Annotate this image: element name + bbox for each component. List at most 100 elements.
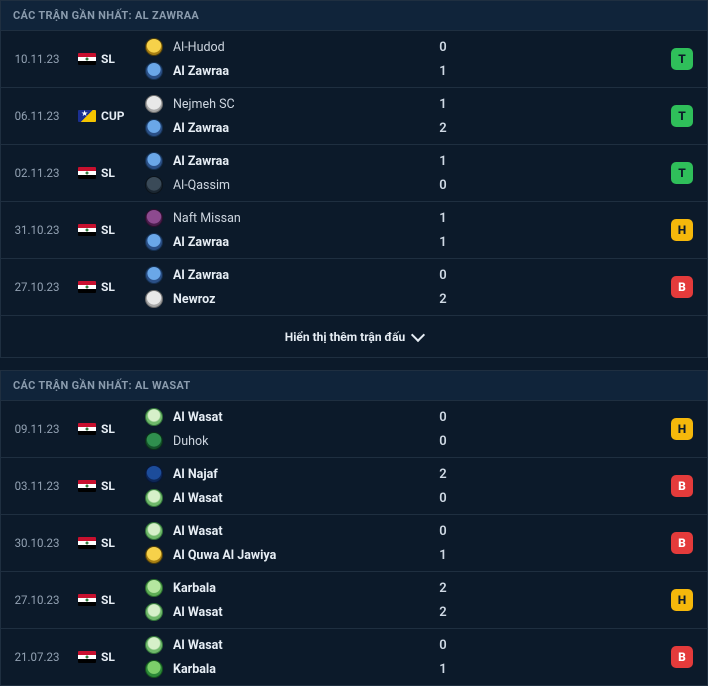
team-badge-icon (145, 579, 163, 597)
spacer (467, 401, 657, 457)
flag-icon (78, 480, 96, 492)
competition-flag (73, 458, 101, 514)
match-row[interactable]: 10.11.23SLAl-HudodAl Zawraa01T (1, 31, 707, 88)
score-value: 0 (439, 519, 446, 543)
match-date: 03.11.23 (1, 458, 73, 514)
spacer (467, 202, 657, 258)
result-chip: H (671, 589, 693, 611)
competition-flag (73, 31, 101, 87)
recent-matches-section: CÁC TRẬN GẦN NHẤT: AL ZAWRAA10.11.23SLAl… (0, 0, 708, 358)
score-value: 0 (439, 429, 446, 453)
team-name: Al Wasat (173, 524, 419, 539)
flag-icon (78, 537, 96, 549)
team-name: Al Wasat (173, 410, 419, 425)
competition-code: SL (101, 629, 145, 685)
team-badge-icon (145, 636, 163, 654)
team-name: Al-Qassim (173, 178, 419, 193)
team-name: Al Zawraa (173, 64, 419, 79)
team-name: Al Zawraa (173, 235, 419, 250)
team-badge-icon (145, 546, 163, 564)
score-value: 2 (439, 576, 446, 600)
match-row[interactable]: 31.10.23SLNaft MissanAl Zawraa11H (1, 202, 707, 259)
flag-icon (78, 53, 96, 65)
competition-flag (73, 401, 101, 457)
match-row[interactable]: 03.11.23SLAl NajafAl Wasat20B (1, 458, 707, 515)
show-more-label: Hiển thị thêm trận đấu (285, 330, 406, 344)
teams-column: Al Zawraa Newroz (145, 259, 419, 315)
match-date: 30.10.23 (1, 515, 73, 571)
result-chip: T (671, 105, 693, 127)
team-badge-icon (145, 465, 163, 483)
team-name: Duhok (173, 434, 419, 449)
match-row[interactable]: 02.11.23SLAl ZawraaAl-Qassim10T (1, 145, 707, 202)
team-badge-icon (145, 233, 163, 251)
team-name: Al Zawraa (173, 268, 419, 283)
team-badge-icon (145, 489, 163, 507)
section-header: CÁC TRẬN GẦN NHẤT: AL WASAT (1, 371, 707, 401)
match-date: 27.10.23 (1, 572, 73, 628)
team-badge-icon (145, 209, 163, 227)
spacer (467, 629, 657, 685)
score-value: 1 (439, 543, 446, 567)
match-date: 27.10.23 (1, 259, 73, 315)
team-badge-icon (145, 290, 163, 308)
team-badge-icon (145, 603, 163, 621)
team-name: Al Najaf (173, 467, 419, 482)
match-row[interactable]: 27.10.23SLAl ZawraaNewroz02B (1, 259, 707, 316)
result-column: H (657, 202, 707, 258)
teams-column: Al Najaf Al Wasat (145, 458, 419, 514)
match-date: 02.11.23 (1, 145, 73, 201)
team-name: Karbala (173, 581, 419, 596)
team-line: Karbala (145, 657, 419, 681)
team-name: Newroz (173, 292, 419, 307)
scores-column: 01 (419, 515, 467, 571)
team-line: Nejmeh SC (145, 92, 419, 116)
score-value: 0 (439, 173, 446, 197)
result-column: T (657, 31, 707, 87)
teams-column: Nejmeh SCAl Zawraa (145, 88, 419, 144)
show-more-button[interactable]: Hiển thị thêm trận đấu (1, 316, 707, 358)
team-badge-icon (145, 660, 163, 678)
competition-code: SL (101, 31, 145, 87)
score-value: 2 (439, 462, 446, 486)
match-row[interactable]: 09.11.23SLAl WasatDuhok00H (1, 401, 707, 458)
result-chip: H (671, 418, 693, 440)
teams-column: Al WasatAl Quwa Al Jawiya (145, 515, 419, 571)
spacer (467, 572, 657, 628)
competition-flag (73, 572, 101, 628)
team-badge-icon (145, 95, 163, 113)
result-column: H (657, 401, 707, 457)
score-value: 2 (439, 287, 446, 311)
competition-code: SL (101, 515, 145, 571)
team-badge-icon (145, 266, 163, 284)
score-value: 1 (439, 206, 446, 230)
spacer (467, 259, 657, 315)
competition-code: SL (101, 572, 145, 628)
teams-column: Al Wasat Duhok (145, 401, 419, 457)
team-line: Al Wasat (145, 486, 419, 510)
result-chip: T (671, 162, 693, 184)
result-chip: B (671, 646, 693, 668)
competition-code: SL (101, 202, 145, 258)
score-value: 0 (439, 486, 446, 510)
flag-icon (78, 110, 96, 122)
teams-column: Naft Missan Al Zawraa (145, 202, 419, 258)
score-value: 1 (439, 59, 446, 83)
spacer (467, 88, 657, 144)
flag-icon (78, 651, 96, 663)
match-row[interactable]: 21.07.23SLAl WasatKarbala01B (1, 629, 707, 686)
match-row[interactable]: 30.10.23SLAl WasatAl Quwa Al Jawiya01B (1, 515, 707, 572)
score-value: 1 (439, 92, 446, 116)
team-line: Al-Hudod (145, 35, 419, 59)
match-row[interactable]: 06.11.23CUPNejmeh SCAl Zawraa12T (1, 88, 707, 145)
match-row[interactable]: 27.10.23SLKarbalaAl Wasat22H (1, 572, 707, 629)
score-value: 2 (439, 600, 446, 624)
team-badge-icon (145, 522, 163, 540)
teams-column: Al ZawraaAl-Qassim (145, 145, 419, 201)
team-name: Naft Missan (173, 211, 419, 226)
result-chip: T (671, 48, 693, 70)
teams-column: Al WasatKarbala (145, 629, 419, 685)
team-line: Al Zawraa (145, 263, 419, 287)
scores-column: 22 (419, 572, 467, 628)
spacer (467, 515, 657, 571)
